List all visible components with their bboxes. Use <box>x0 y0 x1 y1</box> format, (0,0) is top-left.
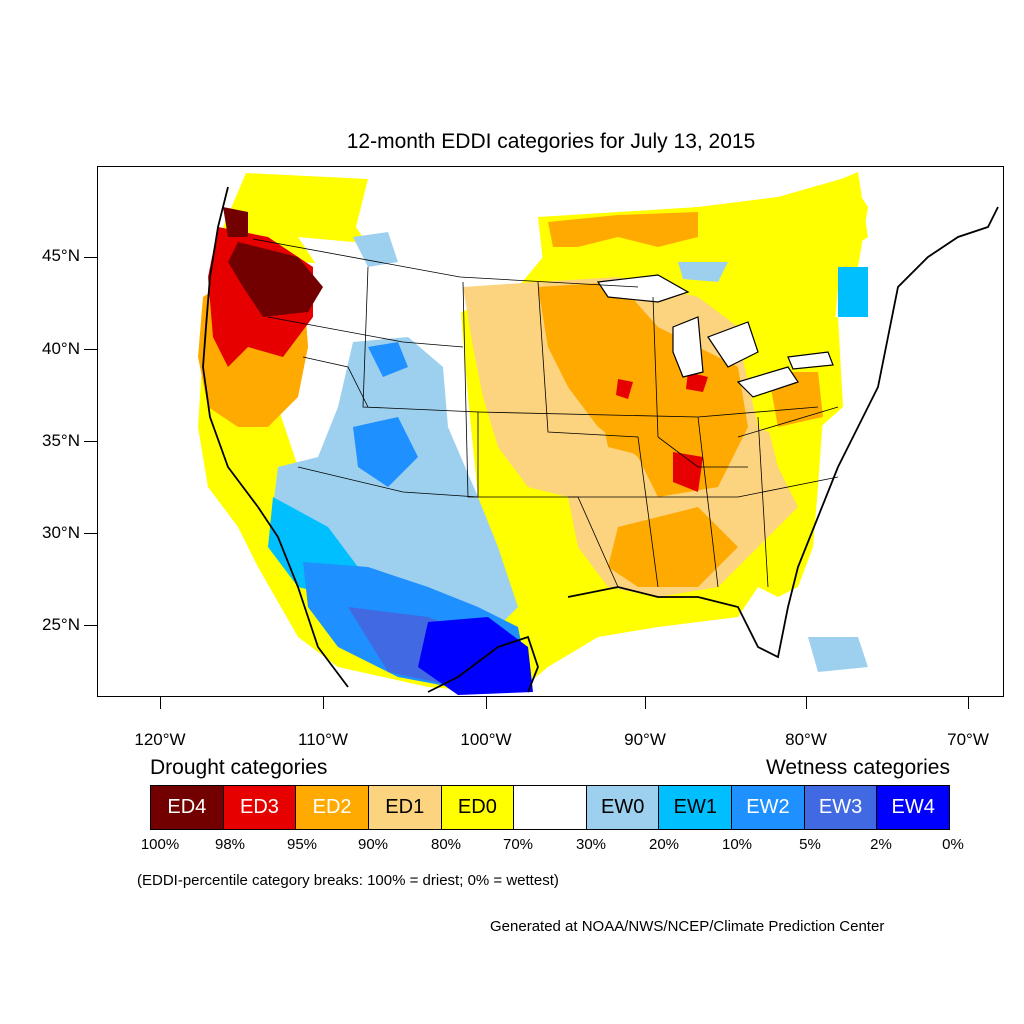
break-label: 5% <box>799 836 821 853</box>
lon-label-120: 120°W <box>134 730 186 749</box>
coastline <box>202 186 999 693</box>
lon-label-110: 110°W <box>298 730 348 749</box>
break-label: 20% <box>648 836 680 853</box>
wetness-heading: Wetness categories <box>765 756 950 779</box>
lat-label-35: 35°N <box>42 431 80 450</box>
lon-tick <box>323 697 324 709</box>
map-canvas <box>198 172 999 695</box>
eddi-map <box>97 166 1004 697</box>
lat-label-30: 30°N <box>42 523 80 542</box>
drought-heading: Drought categories <box>150 756 328 779</box>
lon-label-70: 70°W <box>947 730 989 749</box>
percentile-note: (EDDI-percentile category breaks: 100% =… <box>137 872 559 889</box>
legend-swatch: EW4 <box>877 786 950 829</box>
break-label: 10% <box>721 836 753 853</box>
state-boundaries <box>252 238 839 588</box>
lat-tick <box>84 441 97 442</box>
legend-colorbar: ED4 ED3 ED2 ED1 ED0 EW0 EW1 EW2 EW3 EW4 <box>150 785 950 830</box>
legend-swatch: ED2 <box>296 786 369 829</box>
legend-swatch <box>514 786 587 829</box>
region-ed2-north <box>548 212 698 247</box>
legend-swatch: EW1 <box>659 786 733 829</box>
lon-tick <box>160 697 161 709</box>
lon-tick <box>645 697 646 709</box>
lat-tick <box>84 349 97 350</box>
break-label: 90% <box>357 836 389 853</box>
lat-label-45: 45°N <box>42 246 80 265</box>
break-label: 0% <box>942 836 964 853</box>
break-label: 70% <box>502 836 534 853</box>
great-lakes <box>596 274 834 398</box>
legend-swatch: ED3 <box>223 786 297 829</box>
legend-swatch: EW0 <box>586 786 660 829</box>
break-label: 95% <box>286 836 318 853</box>
legend-swatch: ED4 <box>151 786 224 829</box>
credit-line: Generated at NOAA/NWS/NCEP/Climate Predi… <box>490 918 885 935</box>
region-ed4-northwest <box>228 242 323 317</box>
lon-label-100: 100°W <box>460 730 512 749</box>
break-label: 100% <box>140 836 180 853</box>
lon-tick <box>968 697 969 709</box>
lon-tick <box>806 697 807 709</box>
break-label: 2% <box>870 836 892 853</box>
region-ed2-midwest <box>538 282 748 497</box>
lat-tick <box>84 257 97 258</box>
legend-swatch: EW2 <box>732 786 805 829</box>
lat-tick <box>84 625 97 626</box>
lat-label-25: 25°N <box>42 615 80 634</box>
lon-label-90: 90°W <box>624 730 666 749</box>
region-ew4-south <box>418 617 533 695</box>
lon-tick <box>486 697 487 709</box>
map-title: 12-month EDDI categories for July 13, 20… <box>346 130 756 153</box>
lat-label-40: 40°N <box>42 339 80 358</box>
break-label: 98% <box>214 836 246 853</box>
break-label: 30% <box>575 836 607 853</box>
lat-tick <box>84 533 97 534</box>
legend-swatch: EW3 <box>804 786 878 829</box>
lon-label-80: 80°W <box>785 730 827 749</box>
legend-swatch: ED0 <box>441 786 515 829</box>
break-label: 80% <box>430 836 462 853</box>
legend-swatch: ED1 <box>368 786 442 829</box>
